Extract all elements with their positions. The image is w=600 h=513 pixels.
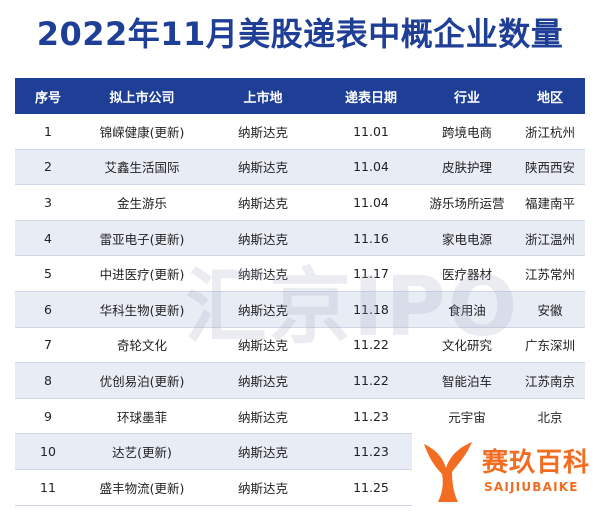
cell-region: 安徽: [537, 302, 563, 318]
cell-date: 11.22: [353, 337, 389, 353]
cell-index: 1: [44, 123, 52, 139]
cell-exchange: 纳斯达克: [237, 338, 288, 354]
cell-index: 6: [44, 301, 52, 317]
table-row: 8 优创易泊(更新) 纳斯达克 11.22 智能泊车 江苏南京: [15, 363, 585, 399]
table-row: 4 雷亚电子(更新) 纳斯达克 11.16 家电电源 浙江温州: [15, 220, 585, 257]
cell-date: 11.18: [353, 301, 389, 317]
table-row: 5 中进医疗(更新) 纳斯达克 11.17 医疗器材 江苏常州: [15, 256, 585, 292]
cell-company: 雷亚电子(更新): [99, 231, 185, 247]
table-row: 1 锦嵘健康(更新) 纳斯达克 11.01 跨境电商 浙江杭州: [15, 114, 585, 150]
header-company: 拟上市公司: [109, 90, 175, 106]
logo-name: 赛玖百科: [482, 448, 591, 478]
cell-company: 盛丰物流(更新): [99, 480, 185, 496]
cell-date: 11.04: [353, 159, 389, 175]
cell-company: 奇轮文化: [116, 338, 167, 354]
cell-exchange: 纳斯达克: [237, 480, 288, 496]
table-row: 3 金生游乐 纳斯达克 11.04 游乐场所运营 福建南平: [15, 185, 585, 221]
cell-exchange: 纳斯达克: [237, 195, 288, 211]
cell-exchange: 纳斯达克: [237, 445, 288, 461]
cell-exchange: 纳斯达克: [237, 267, 288, 283]
cell-region: 广东深圳: [524, 338, 575, 354]
cell-index: 2: [44, 159, 52, 175]
cell-date: 11.23: [353, 444, 389, 460]
cell-industry: 文化研究: [441, 338, 492, 354]
header-exchange: 上市地: [243, 90, 283, 106]
brand-logo: 赛玖百科 SAIJIUBAIKE: [412, 428, 600, 513]
cell-region: 江苏常州: [524, 267, 575, 283]
cell-company: 金生游乐: [116, 195, 167, 211]
cell-date: 11.23: [353, 408, 389, 424]
logo-subtitle: SAIJIUBAIKE: [484, 480, 579, 494]
header-index: 序号: [34, 90, 61, 106]
cell-region: 北京: [537, 409, 563, 425]
table-row: 9 环球墨菲 纳斯达克 11.23 元宇宙 北京: [15, 399, 585, 435]
cell-industry: 家电电源: [441, 231, 492, 247]
cell-region: 江苏南京: [524, 373, 575, 389]
cell-industry: 食用油: [448, 302, 486, 318]
cell-index: 8: [44, 372, 52, 388]
table-row: 11 盛丰物流(更新) 纳斯达克 11.25: [15, 470, 585, 506]
cell-company: 环球墨菲: [116, 409, 167, 425]
cell-exchange: 纳斯达克: [237, 409, 288, 425]
cell-industry: 医疗器材: [441, 267, 492, 283]
cell-exchange: 纳斯达克: [237, 124, 288, 140]
cell-date: 11.16: [353, 230, 389, 246]
cell-date: 11.22: [353, 372, 389, 388]
cell-index: 9: [44, 408, 52, 424]
cell-index: 10: [40, 444, 56, 460]
cell-company: 中进医疗(更新): [99, 267, 185, 283]
cell-exchange: 纳斯达克: [237, 302, 288, 318]
cell-date: 11.01: [353, 123, 389, 139]
cell-region: 陕西西安: [524, 160, 575, 176]
cell-exchange: 纳斯达克: [237, 231, 288, 247]
table-row: 2 艾鑫生活国际 纳斯达克 11.04 皮肤护理 陕西西安: [15, 149, 585, 186]
cell-company: 艾鑫生活国际: [104, 160, 180, 176]
cell-industry: 跨境电商: [441, 124, 492, 140]
cell-company: 华科生物(更新): [99, 302, 185, 318]
cell-region: 福建南平: [524, 195, 575, 211]
header-industry: 行业: [453, 90, 480, 106]
cell-index: 3: [44, 194, 52, 210]
cell-date: 11.04: [353, 194, 389, 210]
page-title: 2022年11月美股递表中概企业数量: [36, 15, 564, 53]
cell-region: 浙江温州: [524, 231, 575, 247]
cell-index: 7: [44, 337, 52, 353]
cell-industry: 皮肤护理: [441, 160, 492, 176]
cell-company: 优创易泊(更新): [99, 373, 185, 389]
cell-index: 4: [44, 230, 52, 246]
cell-company: 达艺(更新): [112, 445, 172, 461]
cell-index: 5: [44, 266, 52, 282]
cell-industry: 元宇宙: [448, 409, 486, 425]
cell-exchange: 纳斯达克: [237, 160, 288, 176]
header-date: 递表日期: [344, 90, 397, 106]
cell-date: 11.17: [353, 266, 389, 282]
cell-industry: 智能泊车: [441, 373, 492, 389]
cell-exchange: 纳斯达克: [237, 373, 288, 389]
table-row: 7 奇轮文化 纳斯达克 11.22 文化研究 广东深圳: [15, 328, 585, 364]
table-header-row: 序号 拟上市公司 上市地 递表日期 行业 地区: [15, 78, 585, 114]
table-row: 6 华科生物(更新) 纳斯达克 11.18 食用油 安徽: [15, 291, 585, 328]
whale-tail-icon: [424, 442, 472, 502]
cell-region: 浙江杭州: [524, 124, 575, 140]
cell-industry: 游乐场所运营: [429, 195, 505, 211]
cell-index: 11: [40, 479, 56, 495]
cell-company: 锦嵘健康(更新): [99, 124, 185, 140]
header-region: 地区: [536, 90, 563, 106]
cell-date: 11.25: [353, 479, 389, 495]
